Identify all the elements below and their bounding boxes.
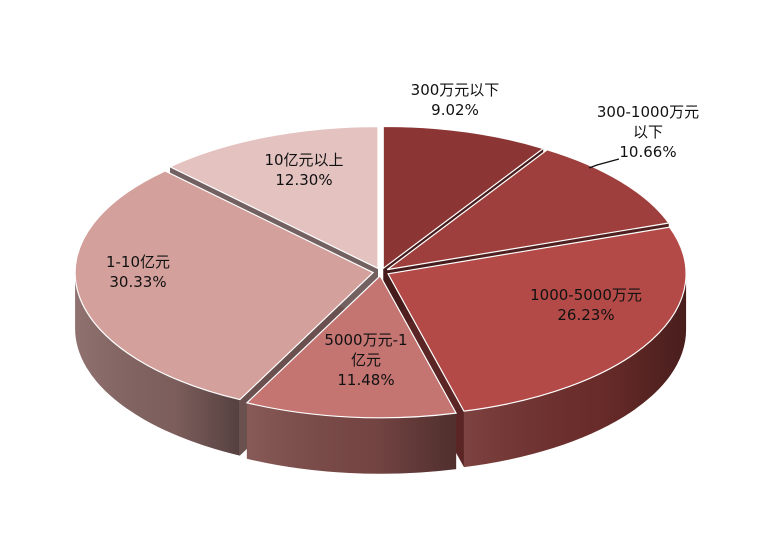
slice-4 [74, 170, 375, 401]
slice-category-label: 以下 [633, 123, 663, 141]
slice-3 [245, 274, 458, 419]
slice-2 [387, 226, 687, 412]
slice-category-label: 300万元以下 [411, 81, 500, 99]
slice-tops [74, 125, 687, 419]
slice-category-label: 5000万元-1 [324, 331, 407, 349]
slice-value-label: 9.02% [431, 101, 479, 119]
slice-category-label: 10亿元以上 [264, 151, 343, 169]
slice-value-label: 30.33% [109, 273, 166, 291]
slice-1 [386, 149, 670, 271]
slice-0 [382, 125, 545, 270]
slice-label-3: 5000万元-1 亿元 11.48% [324, 331, 407, 389]
slice-side-shade-2 [463, 273, 687, 468]
slice-value-label: 26.23% [557, 306, 614, 324]
slice-label-1: 300-1000万元以下 10.66% [597, 103, 699, 161]
slice-category-label: 亿元 [351, 351, 381, 369]
slice-side-shade-4 [75, 272, 240, 456]
leader-lines [588, 158, 620, 169]
leader-line-1 [588, 158, 620, 169]
slice-value-label: 12.30% [275, 171, 332, 189]
slice-label-2: 1000-5000万元 26.23% [530, 286, 642, 324]
slice-category-label: 1-10亿元 [106, 253, 170, 271]
slice-value-label: 10.66% [619, 143, 676, 161]
slice-value-label: 11.48% [337, 371, 394, 389]
slice-labels: 300万元以下 9.02% 300-1000万元以下 10.66% 1000-5000万… [106, 81, 699, 389]
slice-5 [168, 125, 379, 270]
slice-category-label: 1000-5000万元 [530, 286, 642, 304]
slice-label-4: 1-10亿元 30.33% [106, 253, 170, 291]
slice-label-0: 300万元以下 9.02% [411, 81, 500, 119]
slice-category-label: 300-1000万元 [597, 103, 699, 121]
slice-side-shade-3 [246, 402, 457, 474]
slice-label-5: 10亿元以上 12.30% [264, 151, 343, 189]
